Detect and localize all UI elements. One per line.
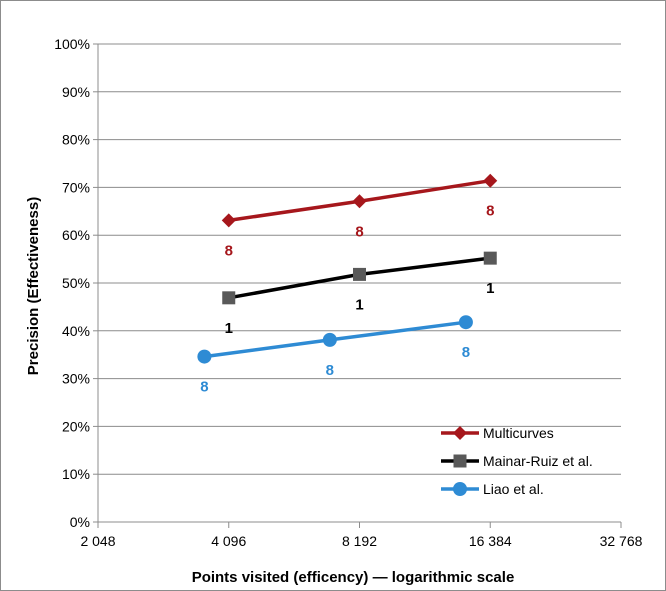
data-label-multicurves: 8: [486, 203, 494, 220]
data-point-multicurves: [221, 213, 236, 228]
legend-label-multicurves: Multicurves: [483, 425, 554, 441]
data-point-mainar-ruiz-et-al: [222, 291, 236, 305]
x-tick-label: 2 048: [80, 533, 115, 549]
x-axis-title: Points visited (efficency) — logarithmic…: [192, 569, 515, 586]
x-tick-label: 16 384: [469, 533, 512, 549]
x-tick-labels: 2 048 4 096 8 192 16 384 32 768: [80, 533, 642, 549]
legend: Multicurves Mainar-Ruiz et al. Liao et al.: [441, 425, 593, 497]
data-point-liao-et-al: [322, 332, 337, 347]
gridlines: [98, 43, 621, 475]
y-tick-label: 0%: [70, 514, 90, 530]
data-point-mainar-ruiz-et-al: [483, 251, 497, 265]
y-tick-label: 80%: [62, 132, 90, 148]
data-point-liao-et-al: [458, 315, 473, 330]
data-label-liao-et-al: 8: [200, 379, 208, 396]
axes: [93, 43, 622, 528]
y-tick-label: 20%: [62, 418, 90, 434]
legend-marker-liao-et-al: [453, 482, 467, 496]
legend-marker-multicurves: [453, 426, 467, 440]
x-tick-label: 4 096: [211, 533, 246, 549]
data-point-multicurves: [352, 194, 367, 209]
y-tick-label: 40%: [62, 323, 90, 339]
y-tick-label: 70%: [62, 179, 90, 195]
x-tick-label: 8 192: [342, 533, 377, 549]
y-tick-label: 100%: [54, 36, 90, 52]
data-label-multicurves: 8: [225, 242, 233, 259]
data-point-liao-et-al: [197, 349, 212, 364]
x-tick-label: 32 768: [600, 533, 643, 549]
data-label-liao-et-al: 8: [462, 344, 470, 361]
data-labels: 8 8 8 1 1 1 8 8 8: [200, 203, 494, 396]
data-label-mainar-ruiz-et-al: 1: [486, 280, 494, 297]
y-tick-label: 60%: [62, 227, 90, 243]
y-tick-label: 30%: [62, 371, 90, 387]
data-label-liao-et-al: 8: [326, 362, 334, 379]
legend-marker-mainar-ruiz-et-al: [453, 454, 467, 468]
data-point-multicurves: [483, 173, 498, 188]
y-axis-title: Precision (Effectiveness): [25, 197, 42, 375]
y-tick-label: 90%: [62, 84, 90, 100]
data-label-mainar-ruiz-et-al: 1: [355, 296, 363, 313]
series: [197, 173, 498, 364]
y-tick-label: 50%: [62, 275, 90, 291]
data-label-mainar-ruiz-et-al: 1: [225, 320, 233, 337]
data-point-mainar-ruiz-et-al: [353, 267, 366, 281]
y-tick-labels: 0% 10% 20% 30% 40% 50% 60% 70% 80% 90% 100%: [54, 36, 90, 530]
legend-label-mainar-ruiz-et-al: Mainar-Ruiz et al.: [483, 453, 593, 469]
legend-label-liao-et-al: Liao et al.: [483, 481, 544, 497]
data-label-multicurves: 8: [355, 223, 363, 240]
y-tick-label: 10%: [62, 466, 90, 482]
